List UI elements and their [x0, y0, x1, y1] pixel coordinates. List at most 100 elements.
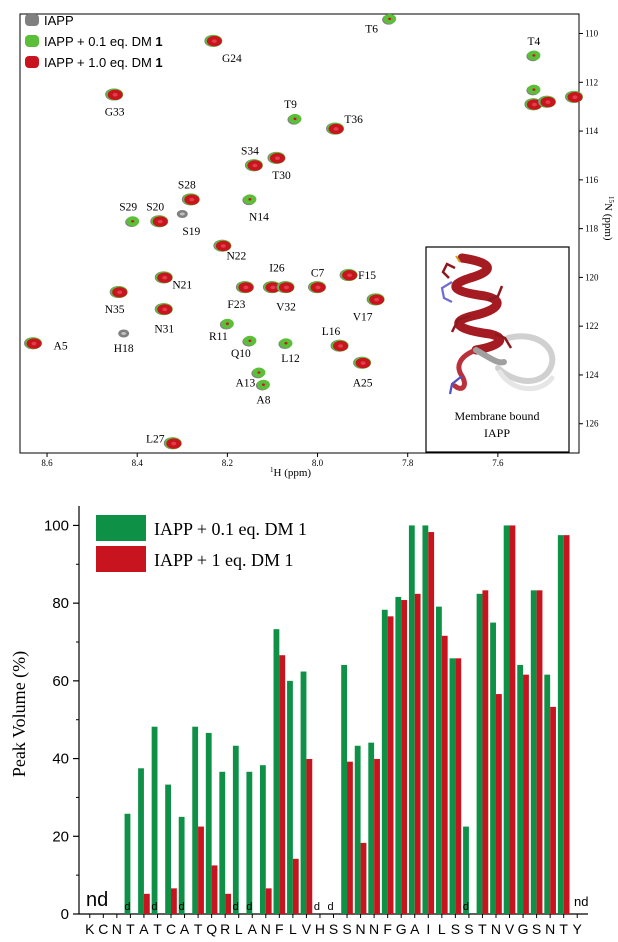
nmr-peak-label: A13: [235, 377, 255, 389]
nmr-peak: [242, 194, 257, 206]
nmr-peak: [330, 339, 349, 352]
bar: [401, 600, 408, 914]
bar: [436, 606, 442, 914]
sequence-label: S: [451, 921, 460, 937]
bar: [563, 535, 570, 914]
nmr-peak: [251, 367, 266, 379]
bar: [557, 535, 564, 914]
sequence-label: T: [194, 921, 203, 937]
sequence-label: T: [559, 921, 568, 937]
nmr-x-tick-label: 8.6: [41, 458, 53, 468]
nmr-peak-label: N14: [249, 211, 269, 223]
nmr-peak-label: C7: [311, 268, 325, 280]
sequence-label: N: [112, 921, 122, 937]
nmr-peak: [276, 281, 295, 294]
bar-y-axis-title: Peak Volume (%): [9, 651, 30, 777]
bar: [292, 858, 299, 914]
sequence-label: S: [464, 921, 473, 937]
nmr-peak: [564, 90, 583, 103]
nmr-x-tick-label: 8.2: [222, 458, 233, 468]
sequence-label: N: [491, 921, 501, 937]
nmr-peak-label: A25: [353, 377, 373, 389]
sequence-label: T: [126, 921, 135, 937]
bar: [232, 745, 239, 914]
bar-marks: [124, 525, 570, 914]
bar-legend-label-high: IAPP + 1 eq. DM 1: [154, 550, 294, 570]
bar: [449, 658, 456, 914]
bar: [273, 629, 280, 914]
nmr-peak-label: T36: [344, 114, 363, 126]
inset-frame: [425, 246, 570, 453]
bar: [143, 893, 150, 914]
nmr-peak: [278, 338, 293, 350]
d-mark: d: [151, 901, 157, 913]
nmr-peak: [308, 281, 327, 294]
nmr-x-tick-label: 7.6: [492, 458, 504, 468]
bar-y-tick-label: 40: [52, 751, 69, 768]
nmr-peak-label: T4: [528, 36, 541, 48]
nmr-y-tick-label: 124: [585, 370, 599, 380]
nmr-x-ticks: 8.6 8.4 8.2 8.0 7.8 7.6: [41, 453, 504, 468]
nmr-peak-label: G24: [222, 53, 242, 65]
nmr-peak: [204, 34, 223, 47]
nmr-spectrum-panel: 8.6 8.4 8.2 8.0 7.8 7.6 110 112 114 116 118 120 122…: [19, 13, 615, 479]
nmr-peak-label: S20: [146, 202, 164, 214]
sequence-label: V: [505, 921, 515, 937]
nmr-peak: [235, 281, 254, 294]
sequence-label: V: [302, 921, 312, 937]
nmr-peak: [287, 113, 302, 125]
bar: [171, 888, 177, 914]
bar: [374, 758, 380, 914]
sequence-label: G: [396, 921, 407, 937]
sequence-label: I: [426, 921, 430, 937]
sequence-label: L: [438, 921, 446, 937]
nmr-y-axis-title: 15N (ppm): [602, 196, 615, 241]
bar: [550, 706, 556, 914]
bar: [509, 525, 516, 914]
sequence-label: Q: [206, 921, 217, 937]
nmr-peak-label: L12: [281, 353, 300, 365]
nmr-x-tick-label: 7.8: [402, 458, 414, 468]
sequence-label: A: [180, 921, 190, 937]
sequence-label: N: [545, 921, 555, 937]
nmr-peak-label: T9: [284, 99, 297, 111]
bar: [455, 658, 462, 914]
nmr-peak-label: N22: [226, 250, 246, 262]
d-mark: d: [314, 901, 320, 913]
bar: [530, 590, 537, 914]
bar: [211, 865, 218, 914]
nmr-peak: [267, 151, 286, 164]
nmr-y-tick-label: 110: [585, 29, 599, 39]
bar: [225, 893, 231, 914]
legend-swatch-iapp: [25, 14, 39, 26]
bar: [414, 593, 421, 914]
inset-membrane-bound-iapp: Membrane bound IAPP: [425, 246, 570, 453]
bar: [408, 525, 415, 914]
legend-label-high: IAPP + 1.0 eq. DM 1: [44, 55, 163, 70]
bar: [192, 726, 199, 914]
nmr-peak-label: N21: [172, 280, 192, 292]
legend-label-low: IAPP + 0.1 eq. DM 1: [44, 34, 163, 49]
nmr-peak-label: N31: [154, 324, 174, 336]
bar: [151, 726, 158, 914]
bar: [395, 596, 402, 914]
bar: [495, 694, 502, 914]
bar: [490, 622, 496, 914]
bar: [124, 813, 131, 914]
bar: [544, 674, 551, 914]
nmr-peak: [176, 209, 188, 218]
nmr-peak: [105, 88, 124, 101]
nmr-peak: [125, 216, 140, 228]
bar: [428, 532, 435, 914]
sequence-label: C: [166, 921, 176, 937]
bar: [300, 671, 307, 914]
nmr-y-ticks: 110 112 114 116 118 120 122 124 126: [579, 29, 599, 429]
nmr-peak: [353, 356, 372, 369]
bar-y-tick-label: 20: [52, 828, 69, 845]
bar: [341, 664, 348, 914]
bar-y-tick-label: 60: [52, 673, 69, 690]
